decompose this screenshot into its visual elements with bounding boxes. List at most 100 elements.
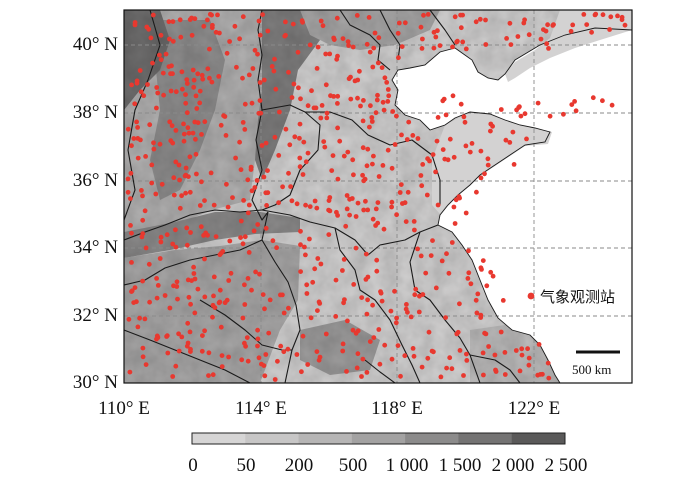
station-marker (265, 28, 271, 34)
station-marker (449, 366, 455, 372)
coastline (391, 27, 632, 383)
station-marker (170, 241, 176, 247)
station-marker (443, 112, 449, 118)
station-marker (252, 47, 258, 53)
station-marker (511, 162, 517, 167)
station-marker (232, 23, 238, 29)
station-marker (129, 143, 134, 149)
station-marker (467, 149, 473, 155)
station-marker (340, 36, 346, 41)
station-marker (318, 261, 324, 267)
station-marker (202, 294, 208, 300)
station-marker (250, 66, 256, 71)
station-marker (256, 18, 262, 24)
shandong-peninsula (432, 112, 552, 214)
station-marker (342, 297, 347, 302)
station-marker (353, 245, 359, 251)
station-marker (408, 314, 414, 320)
station-marker (440, 147, 446, 153)
station-marker (435, 28, 440, 34)
colorbar-segment (511, 433, 566, 444)
station-marker (205, 232, 211, 238)
station-marker (433, 34, 439, 40)
station-marker (176, 348, 182, 354)
station-marker (313, 105, 319, 111)
station-marker (473, 297, 479, 303)
station-marker (307, 236, 312, 242)
station-marker (173, 363, 179, 369)
station-marker (468, 281, 474, 287)
station-marker (177, 205, 183, 211)
station-marker (371, 153, 376, 159)
station-marker (267, 297, 273, 303)
station-marker (199, 348, 205, 354)
station-marker (430, 152, 436, 158)
station-marker (375, 92, 380, 98)
station-marker (258, 110, 264, 116)
station-marker (286, 305, 291, 311)
station-marker (379, 298, 385, 304)
station-marker (433, 285, 439, 291)
station-marker (318, 115, 324, 121)
station-marker (249, 188, 255, 194)
station-marker (314, 66, 320, 71)
station-marker (370, 161, 375, 167)
station-marker (183, 190, 189, 196)
station-marker (324, 115, 330, 121)
station-marker (125, 176, 131, 182)
station-marker (390, 109, 396, 114)
station-marker (340, 348, 346, 354)
station-marker (372, 30, 378, 36)
station-marker (323, 51, 329, 57)
station-marker (544, 41, 550, 47)
station-marker (170, 71, 175, 77)
station-marker (498, 107, 504, 112)
station-marker (212, 305, 218, 310)
station-marker (418, 253, 424, 259)
station-marker (374, 268, 380, 274)
station-marker (143, 362, 149, 367)
station-marker (327, 51, 333, 57)
station-marker (519, 346, 525, 352)
station-marker (483, 17, 488, 23)
station-marker (469, 141, 475, 146)
station-marker (155, 90, 161, 96)
station-marker (173, 244, 179, 250)
station-marker (191, 271, 197, 276)
station-marker (270, 238, 276, 244)
station-marker (365, 146, 371, 152)
station-marker (161, 92, 167, 98)
station-marker (142, 316, 148, 322)
station-marker (210, 22, 215, 28)
colorbar (192, 433, 566, 444)
station-marker (392, 142, 398, 147)
station-marker (202, 119, 208, 125)
station-marker (381, 107, 387, 113)
station-marker (200, 333, 205, 338)
station-marker (269, 64, 275, 69)
colorbar-segment (298, 433, 353, 444)
station-marker (515, 34, 521, 39)
station-marker (190, 130, 196, 136)
station-marker (545, 22, 550, 28)
station-marker (381, 226, 387, 232)
station-marker (380, 99, 386, 105)
station-marker (211, 202, 217, 208)
station-marker (346, 76, 352, 82)
station-marker (228, 270, 234, 276)
station-marker (254, 178, 260, 183)
colorbar-label-1: 50 (236, 455, 256, 476)
station-marker (241, 198, 247, 203)
station-marker (305, 103, 311, 109)
station-marker (415, 246, 420, 252)
station-marker (131, 136, 137, 141)
station-marker (199, 132, 204, 137)
station-marker (277, 109, 282, 115)
station-marker (351, 282, 357, 287)
station-marker (272, 377, 278, 382)
station-marker (418, 24, 424, 30)
station-marker (150, 60, 155, 66)
station-marker (546, 375, 552, 381)
station-marker (183, 165, 189, 171)
station-marker (350, 327, 356, 333)
